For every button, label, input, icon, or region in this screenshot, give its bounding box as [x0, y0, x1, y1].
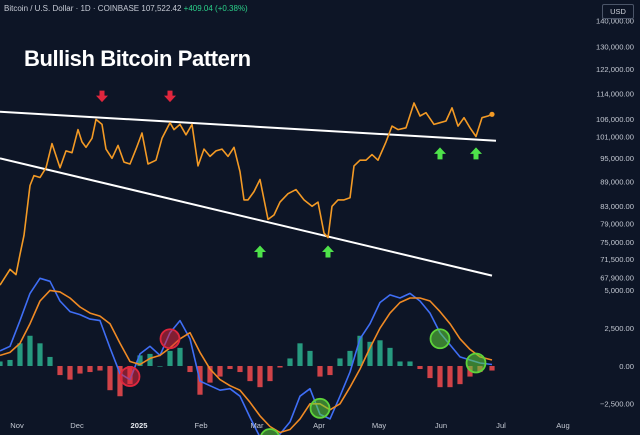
price-series-line — [0, 102, 493, 286]
histogram-bar — [17, 343, 23, 366]
y-tick-label: 79,000.00 — [600, 220, 634, 229]
arrow-down-icon — [164, 90, 176, 103]
histogram-bar — [287, 358, 293, 366]
x-tick-label: Apr — [313, 421, 325, 430]
x-tick-label: Feb — [194, 421, 207, 430]
last-price-marker — [489, 111, 495, 117]
histogram-bar — [317, 366, 323, 377]
signal-line — [0, 289, 493, 434]
histogram-bar — [217, 366, 223, 377]
arrow-up-icon — [434, 147, 446, 160]
histogram-bar — [117, 366, 123, 397]
histogram-bar — [377, 340, 383, 366]
histogram-bar — [57, 366, 63, 376]
histogram-bar — [357, 335, 363, 366]
x-tick-label: May — [372, 421, 387, 430]
trendline-upper — [0, 110, 497, 142]
histogram-bar — [307, 350, 313, 366]
arrow-up-icon — [254, 245, 266, 258]
x-tick-label: Dec — [70, 421, 84, 430]
y-tick-label: 67,900.00 — [600, 273, 634, 282]
y-tick-label: 83,000.00 — [600, 202, 634, 211]
histogram-bar — [187, 366, 193, 373]
histogram-bar — [147, 353, 153, 366]
bullish-cross-circle — [309, 397, 331, 419]
histogram-bar — [437, 366, 443, 388]
histogram-bar — [347, 350, 353, 366]
y-tick-label: 75,000.00 — [600, 238, 634, 247]
histogram-bar — [107, 366, 113, 391]
y-tick-label: 89,000.00 — [600, 177, 634, 186]
x-tick-label: Mar — [250, 421, 264, 430]
histogram-bar — [67, 366, 73, 380]
histogram-bar — [277, 366, 283, 368]
histogram-bar — [237, 366, 243, 373]
histogram-bar — [97, 366, 103, 371]
y-tick-label: 130,000.00 — [596, 43, 634, 52]
histogram-bar — [447, 366, 453, 388]
currency-button[interactable]: USD — [602, 4, 634, 19]
histogram-bar — [157, 366, 163, 367]
histogram-bar — [167, 350, 173, 366]
histogram-bar — [7, 359, 13, 366]
bullish-cross-circle — [429, 328, 451, 350]
symbol-header: Bitcoin / U.S. Dollar · 1D · COINBASE 10… — [4, 4, 248, 13]
macd-y-tick-label: 2,500.00 — [604, 324, 634, 333]
macd-y-tick-label: −2,500.00 — [600, 400, 634, 409]
last-price: 107,522.42 — [141, 4, 182, 13]
arrow-up-icon — [470, 147, 482, 160]
histogram-bar — [27, 335, 33, 366]
x-tick-label: Aug — [556, 421, 570, 430]
histogram-bar — [247, 366, 253, 382]
bullish-cross-circle — [260, 428, 280, 435]
y-tick-label: 106,000.00 — [596, 115, 634, 124]
x-tick-label: Jun — [435, 421, 447, 430]
histogram-bar — [367, 341, 373, 366]
histogram-bar — [489, 366, 495, 371]
histogram-bar — [77, 366, 83, 374]
histogram-bar — [227, 366, 233, 370]
histogram-bar — [177, 347, 183, 366]
histogram-bar — [417, 366, 423, 370]
histogram-bar — [457, 366, 463, 385]
histogram-bar — [407, 361, 413, 366]
arrow-up-icon — [322, 245, 334, 258]
histogram-bar — [87, 366, 93, 373]
symbol-label: Bitcoin / U.S. Dollar · 1D · COINBASE — [4, 4, 140, 13]
y-tick-label: 95,000.00 — [600, 154, 634, 163]
histogram-bar — [397, 361, 403, 366]
histogram-bar — [297, 343, 303, 366]
x-tick-label: Jul — [496, 421, 506, 430]
histogram-bar — [207, 366, 213, 383]
price-change: +409.04 (+0.38%) — [183, 4, 248, 13]
histogram-bar — [427, 366, 433, 379]
macd-y-tick-label: 0.00 — [619, 362, 634, 371]
histogram-bar — [257, 366, 263, 388]
x-tick-label: Nov — [10, 421, 24, 430]
bearish-cross-circle — [119, 366, 141, 387]
trendline-lower — [0, 157, 493, 277]
bearish-cross-circle — [159, 328, 181, 350]
y-tick-label: 71,500.00 — [600, 255, 634, 264]
y-tick-label: 122,000.00 — [596, 65, 634, 74]
chart-title: Bullish Bitcoin Pattern — [24, 46, 251, 71]
macd-y-tick-label: 5,000.00 — [604, 286, 634, 295]
y-tick-label: 114,000.00 — [597, 89, 634, 98]
histogram-bar — [387, 347, 393, 366]
macd-line — [0, 277, 493, 435]
arrow-down-icon — [96, 90, 108, 103]
histogram-bar — [337, 358, 343, 366]
bullish-cross-circle — [465, 352, 487, 374]
histogram-bar — [267, 366, 273, 382]
histogram-bar — [0, 361, 3, 366]
histogram-bar — [47, 356, 53, 366]
histogram-bar — [37, 343, 43, 366]
x-tick-label: 2025 — [131, 421, 149, 430]
histogram-bar — [327, 366, 333, 376]
y-tick-label: 101,000.00 — [596, 132, 634, 141]
histogram-bar — [137, 355, 143, 366]
y-tick-label: 140,000.00 — [596, 16, 634, 25]
